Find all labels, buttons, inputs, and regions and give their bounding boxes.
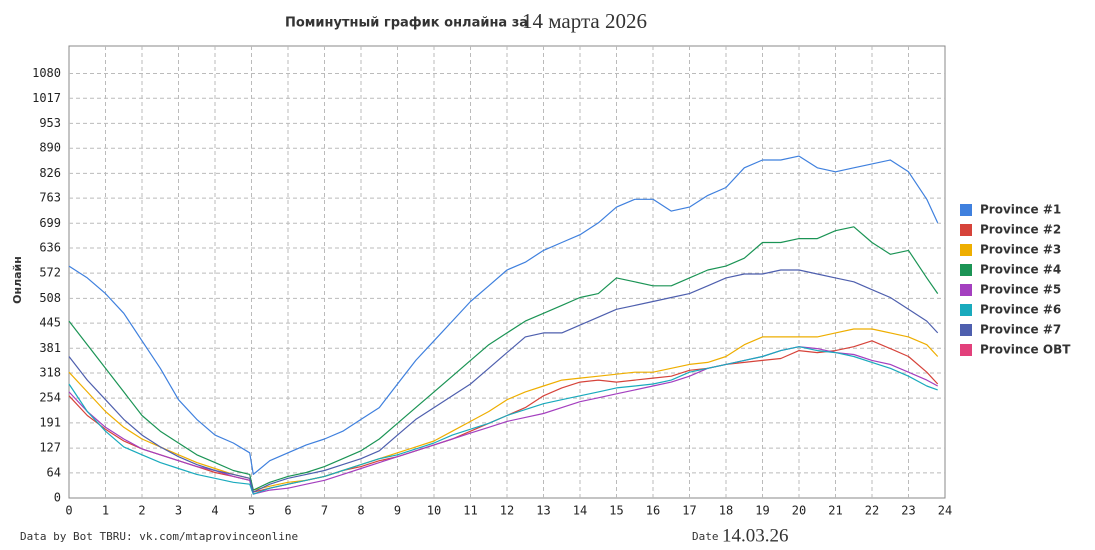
legend-swatch — [960, 204, 972, 216]
legend-label: Province #5 — [980, 283, 1061, 297]
legend-swatch — [960, 264, 972, 276]
y-tick-label: 191 — [39, 415, 61, 429]
x-tick-label: 18 — [719, 504, 733, 518]
legend-label: Province #7 — [980, 323, 1061, 337]
x-tick-label: 24 — [938, 504, 952, 518]
y-tick-label: 254 — [39, 391, 61, 405]
legend-label: Province #1 — [980, 203, 1061, 217]
series-line — [68, 346, 938, 495]
legend-swatch — [960, 244, 972, 256]
x-tick-label: 20 — [792, 504, 806, 518]
y-tick-label: 699 — [39, 216, 61, 230]
legend-swatch — [960, 224, 972, 236]
x-tick-label: 5 — [248, 504, 255, 518]
x-tick-label: 16 — [646, 504, 660, 518]
legend-label: Province #4 — [980, 263, 1061, 277]
y-tick-label: 1017 — [32, 91, 61, 105]
x-tick-label: 10 — [427, 504, 441, 518]
legend-swatch — [960, 324, 972, 336]
y-tick-label: 318 — [39, 366, 61, 380]
x-tick-label: 14 — [573, 504, 587, 518]
x-tick-label: 7 — [321, 504, 328, 518]
legend-swatch — [960, 284, 972, 296]
y-tick-label: 508 — [39, 291, 61, 305]
x-tick-label: 6 — [284, 504, 291, 518]
x-tick-label: 22 — [865, 504, 879, 518]
x-tick-label: 4 — [211, 504, 218, 518]
series-line — [68, 269, 939, 493]
x-tick-label: 17 — [682, 504, 696, 518]
legend-label: Province #2 — [980, 223, 1061, 237]
y-tick-label: 381 — [39, 341, 61, 355]
x-tick-label: 1 — [102, 504, 109, 518]
legend-label: Province OBT — [980, 343, 1071, 357]
y-tick-label: 763 — [39, 191, 61, 205]
y-axis-label: Онлайн — [11, 256, 24, 304]
x-tick-label: 15 — [609, 504, 623, 518]
x-tick-label: 12 — [500, 504, 514, 518]
y-tick-label: 0 — [54, 491, 61, 505]
y-tick-label: 127 — [39, 441, 61, 455]
series-line — [68, 155, 939, 475]
x-tick-label: 9 — [394, 504, 401, 518]
x-tick-label: 0 — [65, 504, 72, 518]
x-tick-label: 23 — [901, 504, 915, 518]
x-tick-label: 19 — [755, 504, 769, 518]
chart-title: Поминутный график онлайна за — [285, 16, 528, 31]
y-tick-label: 636 — [39, 241, 61, 255]
x-tick-label: 13 — [536, 504, 550, 518]
footer: Data by Bot TBRU: vk.com/mtaprovinceonli… — [20, 530, 298, 543]
legend-label: Province #3 — [980, 243, 1061, 257]
date: 14.03.26 — [722, 525, 789, 546]
x-tick-label: 8 — [357, 504, 364, 518]
x-tick-label: 21 — [828, 504, 842, 518]
x-tick-label: 2 — [138, 504, 145, 518]
title-date: 14 марта 2026 — [522, 9, 647, 33]
y-tick-label: 445 — [39, 316, 61, 330]
date-label: Date — [692, 530, 719, 543]
legend-label: Province #6 — [980, 303, 1061, 317]
y-tick-label: 572 — [39, 266, 61, 280]
y-tick-label: 953 — [39, 116, 61, 130]
y-tick-label: 1080 — [32, 66, 61, 80]
legend-swatch — [960, 344, 972, 356]
x-tick-label: 3 — [175, 504, 182, 518]
y-tick-label: 826 — [39, 166, 61, 180]
legend-swatch — [960, 304, 972, 316]
y-tick-label: 890 — [39, 141, 61, 155]
series-line — [68, 226, 939, 491]
x-tick-label: 11 — [463, 504, 477, 518]
series-line — [68, 328, 939, 491]
y-tick-label: 64 — [47, 465, 61, 479]
